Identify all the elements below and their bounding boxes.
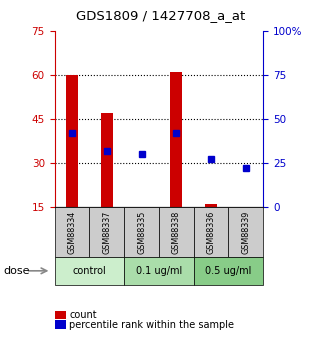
- Text: GSM88339: GSM88339: [241, 210, 250, 254]
- Text: control: control: [73, 266, 106, 276]
- Text: GSM88336: GSM88336: [206, 210, 216, 254]
- Bar: [170, 72, 182, 207]
- Text: GSM88335: GSM88335: [137, 210, 146, 254]
- Text: GSM88338: GSM88338: [172, 210, 181, 254]
- Bar: [194, 257, 263, 285]
- Bar: [89, 207, 124, 257]
- Bar: [194, 207, 229, 257]
- Text: GSM88337: GSM88337: [102, 210, 111, 254]
- Text: GSM88334: GSM88334: [67, 210, 76, 254]
- Bar: [229, 207, 263, 257]
- Bar: [55, 207, 89, 257]
- Bar: [55, 310, 66, 319]
- Text: 0.1 ug/ml: 0.1 ug/ml: [136, 266, 182, 276]
- Bar: [101, 113, 113, 207]
- Text: GDS1809 / 1427708_a_at: GDS1809 / 1427708_a_at: [76, 9, 245, 22]
- Text: 0.5 ug/ml: 0.5 ug/ml: [205, 266, 252, 276]
- Text: count: count: [69, 310, 97, 320]
- Text: dose: dose: [3, 266, 30, 276]
- Text: percentile rank within the sample: percentile rank within the sample: [69, 320, 234, 329]
- Bar: [205, 204, 217, 207]
- Bar: [55, 320, 66, 329]
- Bar: [159, 207, 194, 257]
- Bar: [124, 257, 194, 285]
- Bar: [55, 257, 124, 285]
- Bar: [66, 75, 78, 207]
- Bar: [124, 207, 159, 257]
